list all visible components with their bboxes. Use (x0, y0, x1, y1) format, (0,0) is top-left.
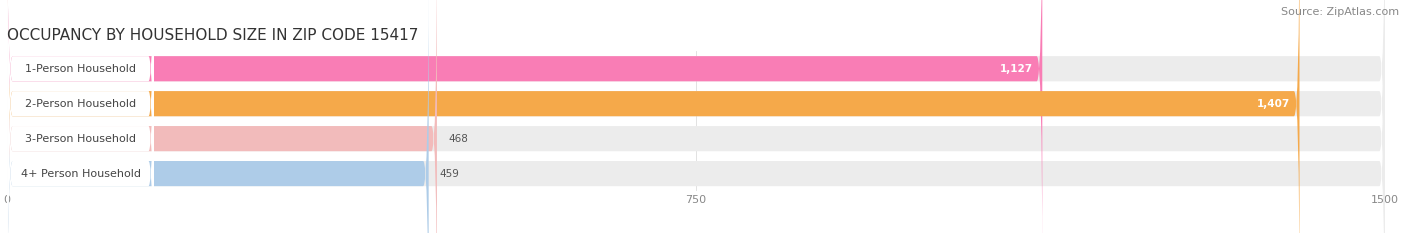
Text: 459: 459 (440, 169, 460, 178)
Text: 3-Person Household: 3-Person Household (25, 134, 136, 144)
FancyBboxPatch shape (7, 0, 1299, 233)
FancyBboxPatch shape (7, 0, 429, 233)
Text: 4+ Person Household: 4+ Person Household (21, 169, 141, 178)
Text: 1-Person Household: 1-Person Household (25, 64, 136, 74)
FancyBboxPatch shape (7, 0, 1385, 233)
FancyBboxPatch shape (7, 0, 155, 233)
FancyBboxPatch shape (7, 0, 155, 233)
FancyBboxPatch shape (7, 0, 437, 233)
FancyBboxPatch shape (7, 0, 1385, 233)
Text: 1,407: 1,407 (1257, 99, 1291, 109)
FancyBboxPatch shape (7, 0, 1042, 233)
Text: 2-Person Household: 2-Person Household (25, 99, 136, 109)
Text: OCCUPANCY BY HOUSEHOLD SIZE IN ZIP CODE 15417: OCCUPANCY BY HOUSEHOLD SIZE IN ZIP CODE … (7, 28, 419, 43)
FancyBboxPatch shape (7, 0, 1385, 233)
FancyBboxPatch shape (7, 0, 155, 233)
Text: Source: ZipAtlas.com: Source: ZipAtlas.com (1281, 7, 1399, 17)
Text: 1,127: 1,127 (1000, 64, 1033, 74)
Text: 468: 468 (449, 134, 468, 144)
FancyBboxPatch shape (7, 0, 1385, 233)
FancyBboxPatch shape (7, 0, 155, 233)
